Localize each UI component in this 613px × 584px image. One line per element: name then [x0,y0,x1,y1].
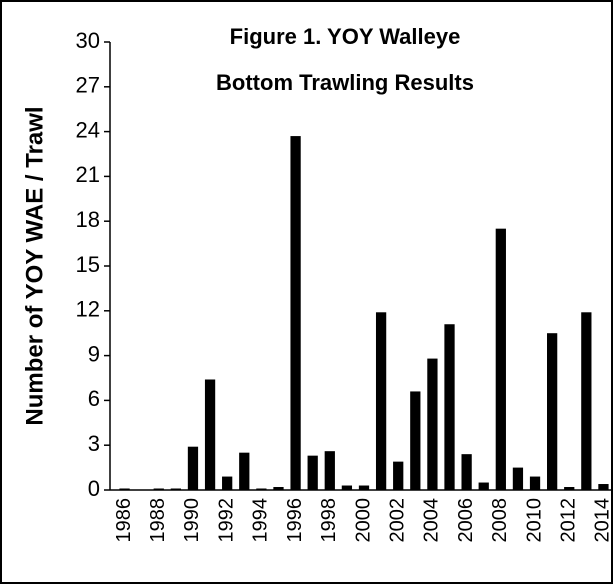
y-tick-label: 24 [76,117,100,142]
y-tick-label: 9 [88,341,100,366]
x-tick-label: 2002 [386,498,408,543]
bar [204,379,216,490]
y-axis-label: Number of YOY WAE / Trawl [21,106,48,425]
x-tick-label: 2014 [592,498,613,543]
bar [393,461,404,490]
x-tick-label: 1988 [147,498,169,543]
y-tick-label: 0 [88,476,100,501]
y-tick-label: 15 [76,252,100,277]
x-tick-label: 1994 [250,498,272,543]
bar [290,136,301,490]
x-tick-label: 1992 [215,498,237,543]
bar [410,391,421,490]
bar [239,452,250,490]
x-tick-label: 1990 [181,498,203,543]
chart-title: Figure 1. YOY Walleye [230,24,461,49]
bar [598,484,609,490]
bar [170,488,181,490]
bar [564,487,575,490]
x-tick-label: 2006 [455,498,477,543]
chart-title: Bottom Trawling Results [216,70,474,95]
x-tick-label: 1996 [284,498,306,543]
y-tick-label: 30 [76,28,100,53]
y-tick-label: 21 [76,162,100,187]
bar [256,488,267,490]
y-tick-label: 27 [76,73,100,98]
bar [375,312,387,490]
x-tick-label: 1998 [318,498,340,543]
bar [495,228,506,490]
y-tick-label: 12 [76,297,100,322]
bar [478,482,489,490]
x-tick-label: 2012 [558,498,580,543]
x-tick-label: 1986 [113,498,135,543]
bar [358,485,370,490]
bar [512,467,524,490]
y-tick-label: 3 [88,431,100,456]
x-tick-label: 2010 [523,498,545,543]
bar [222,476,233,490]
bar [547,333,558,490]
bar [444,324,455,490]
bar [324,451,335,490]
y-tick-label: 6 [88,386,100,411]
bar [273,487,284,490]
bar [461,454,472,490]
bar [187,446,199,490]
x-tick-label: 2004 [421,498,443,543]
bar [341,485,353,490]
bar [153,488,164,490]
bar [427,358,438,490]
y-tick-label: 18 [76,207,100,232]
bar [529,476,541,490]
bar [307,455,318,490]
bar [119,488,130,490]
x-tick-label: 2000 [352,498,374,543]
x-tick-label: 2008 [489,498,511,543]
bar [581,312,592,490]
